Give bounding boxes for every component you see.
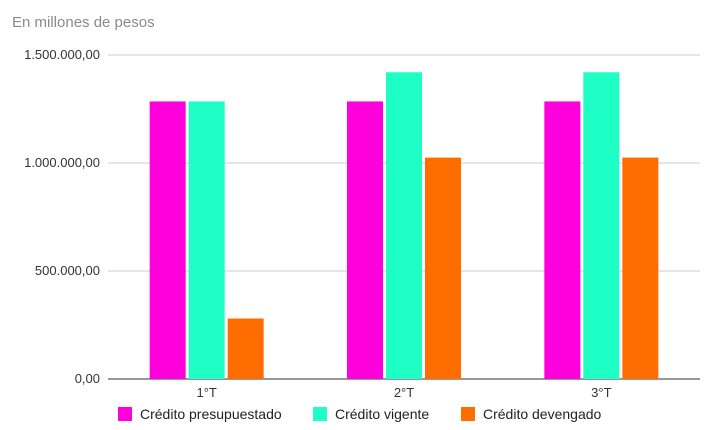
bar [583, 72, 620, 379]
x-tick-label: 3°T [591, 385, 611, 400]
bar [188, 101, 225, 379]
legend-label: Crédito vigente [335, 406, 429, 422]
y-axis-ticks: 0,00 500.000,00 1.000.000,00 1.500.000,00 [24, 47, 100, 386]
y-tick-label: 0,00 [75, 371, 100, 386]
legend-swatch [313, 407, 327, 421]
x-tick-label: 1°T [196, 385, 216, 400]
bar [544, 101, 581, 379]
bar [425, 157, 461, 379]
legend-label: Crédito devengado [483, 406, 602, 422]
bar [622, 157, 659, 379]
legend-label: Crédito presupuestado [140, 406, 282, 422]
x-tick-label: 2°T [394, 385, 414, 400]
chart-subtitle: En millones de pesos [12, 14, 155, 31]
bar [347, 101, 383, 379]
bar [386, 72, 422, 379]
y-tick-label: 1.500.000,00 [24, 47, 100, 62]
bar [227, 318, 264, 379]
legend-swatch [118, 407, 132, 421]
y-tick-label: 500.000,00 [35, 263, 100, 278]
y-tick-label: 1.000.000,00 [24, 155, 100, 170]
x-axis-ticks: 1°T 2°T 3°T [196, 385, 611, 400]
legend: Crédito presupuestado Crédito vigente Créd… [118, 406, 602, 422]
bars [149, 72, 659, 379]
legend-swatch [461, 407, 475, 421]
legend-item: Crédito vigente [313, 406, 429, 422]
legend-item: Crédito devengado [461, 406, 602, 422]
legend-item: Crédito presupuestado [118, 406, 282, 422]
bar [149, 101, 186, 379]
